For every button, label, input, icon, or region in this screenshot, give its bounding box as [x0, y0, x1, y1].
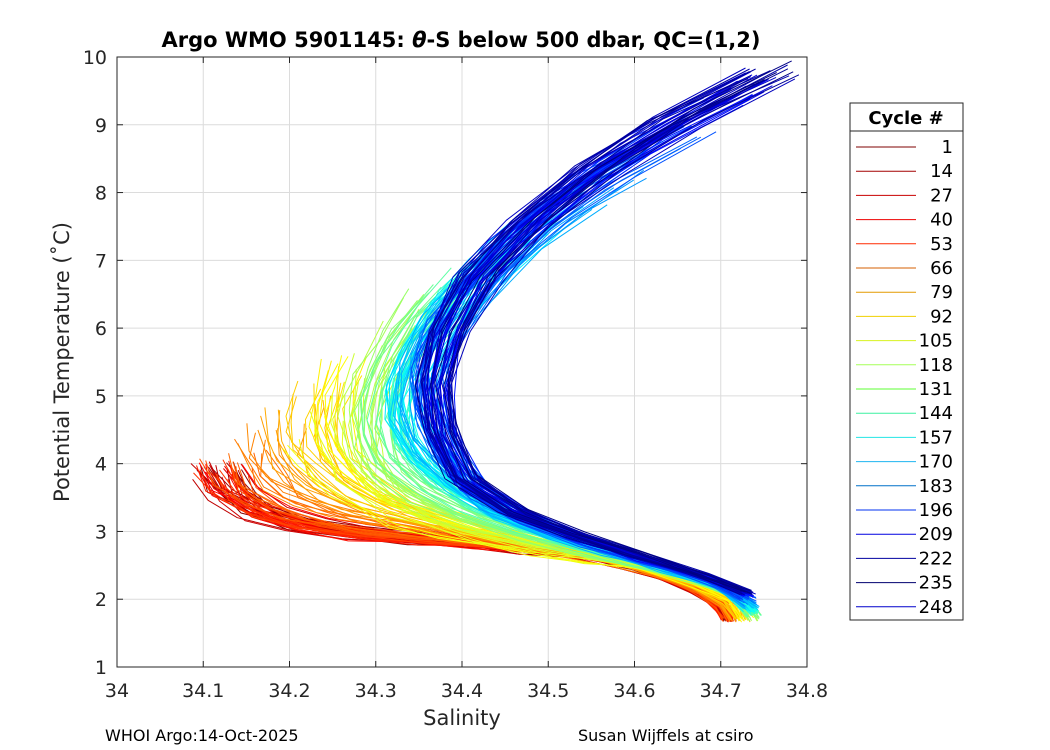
- chart-title: Argo WMO 5901145: θ-S below 500 dbar, QC…: [161, 28, 760, 52]
- legend-label: 235: [919, 573, 953, 594]
- profile-line: [443, 71, 794, 592]
- x-tick-label: 34.7: [700, 680, 742, 702]
- profile-line: [348, 297, 749, 618]
- x-tick-label: 34.4: [441, 680, 483, 702]
- profile-line: [434, 72, 777, 593]
- legend-label: 79: [930, 282, 953, 303]
- y-tick-label: 10: [83, 47, 107, 69]
- legend-label: 66: [930, 258, 953, 279]
- y-tick-label: 8: [95, 183, 107, 205]
- x-tick-label: 34.3: [355, 680, 397, 702]
- legend-label: 183: [919, 476, 953, 497]
- profile-lines: [190, 60, 800, 623]
- axis-ticks: [116, 56, 808, 668]
- profile-line: [431, 70, 771, 596]
- legend-title: Cycle #: [868, 108, 943, 129]
- legend-label: 196: [919, 500, 953, 521]
- x-tick-label: 34.2: [268, 680, 310, 702]
- y-tick-label: 1: [95, 657, 107, 679]
- legend-items: 1 14 27 40 53 66 79 92 105 118 131 144 157 170 183 196 2…: [856, 137, 953, 618]
- x-tick-labels: 34 34.1 34.2 34.3 34.4 34.5 34.6 34.7 34.8: [105, 680, 828, 702]
- legend-label: 209: [919, 524, 953, 545]
- y-tick-label: 9: [95, 115, 107, 137]
- legend-label: 105: [919, 331, 953, 352]
- y-axis-label: Potential Temperature (˚C): [50, 222, 74, 502]
- x-tick-label: 34.5: [527, 680, 569, 702]
- y-tick-labels: 1 2 3 4 5 6 7 8 9 10: [83, 47, 107, 679]
- legend-label: 92: [930, 306, 953, 327]
- x-tick-label: 34.6: [613, 680, 655, 702]
- profile-line: [447, 68, 789, 594]
- y-tick-label: 7: [95, 250, 107, 272]
- y-tick-label: 6: [95, 318, 107, 340]
- y-tick-label: 2: [95, 589, 107, 611]
- y-tick-label: 3: [95, 521, 107, 543]
- profile-line: [448, 75, 790, 594]
- footer-source: WHOI Argo:14-Oct-2025: [105, 726, 299, 745]
- footer-author: Susan Wijffels at csiro: [578, 726, 754, 745]
- legend-label: 40: [930, 210, 953, 231]
- legend-label: 248: [919, 597, 953, 618]
- x-tick-label: 34: [105, 680, 129, 702]
- profile-line: [430, 79, 765, 593]
- legend-label: 53: [930, 234, 953, 255]
- x-tick-label: 34.8: [786, 680, 828, 702]
- legend-label: 1: [942, 137, 953, 158]
- x-axis-label: Salinity: [423, 706, 501, 730]
- profile-line: [414, 78, 749, 596]
- y-tick-label: 4: [95, 454, 107, 476]
- profile-line: [203, 476, 724, 619]
- profile-line: [425, 99, 745, 597]
- legend-label: 144: [919, 403, 953, 424]
- profile-line: [447, 60, 792, 595]
- y-tick-label: 5: [95, 386, 107, 408]
- legend: Cycle # 1 14 27 40 53 66 79 92 105 118 131 144 157 17…: [849, 102, 964, 621]
- legend-label: 118: [919, 355, 953, 376]
- legend-label: 14: [930, 161, 953, 182]
- legend-label: 157: [919, 427, 953, 448]
- legend-label: 131: [919, 379, 953, 400]
- legend-label: 170: [919, 452, 953, 473]
- legend-label: 222: [919, 548, 953, 569]
- x-tick-label: 34.1: [182, 680, 224, 702]
- legend-label: 27: [930, 185, 953, 206]
